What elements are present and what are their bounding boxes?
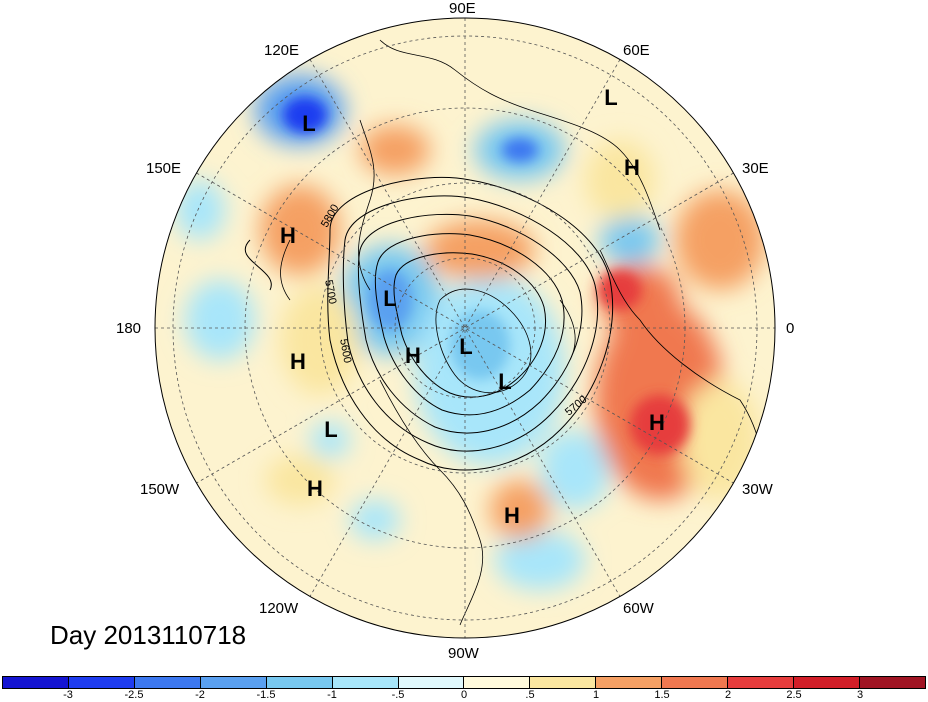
- high-pressure-label: H: [405, 343, 421, 368]
- low-pressure-label: L: [498, 369, 512, 394]
- lon-label-30w: 30W: [742, 481, 773, 498]
- colorbar-tick-label: 3: [856, 689, 864, 701]
- lon-label-120w: 120W: [259, 600, 299, 617]
- colorbar-swatch: [3, 677, 69, 688]
- colorbar-tick-label: .5: [525, 689, 535, 701]
- colorbar-swatch: [200, 677, 267, 688]
- high-pressure-label: H: [649, 410, 665, 435]
- lon-label-90e: 90E: [449, 0, 476, 17]
- map-boundary: [154, 17, 776, 639]
- colorbar-swatch: [266, 677, 333, 688]
- high-pressure-label: H: [290, 349, 306, 374]
- colorbar-swatch: [530, 677, 597, 688]
- polar-anomaly-map: [154, 17, 776, 639]
- colorbar-tick-label: -.5: [391, 689, 405, 701]
- low-pressure-label: L: [604, 85, 618, 110]
- colorbar-swatch: [859, 677, 925, 688]
- low-pressure-label: L: [324, 417, 338, 442]
- high-pressure-label: H: [307, 476, 323, 501]
- lon-label-120e: 120E: [264, 42, 300, 59]
- colorbar-tick-label: -1: [327, 689, 337, 701]
- lon-label-180: 180: [116, 320, 142, 337]
- colorbar-tick-label: 1: [592, 689, 600, 701]
- colorbar-swatch: [662, 677, 729, 688]
- lon-label-150e: 150E: [146, 160, 182, 177]
- colorbar-swatch: [464, 677, 531, 688]
- graticule: [155, 18, 775, 638]
- lon-label-60w: 60W: [623, 600, 654, 617]
- colorbar-swatch: [68, 677, 135, 688]
- lon-label-90w: 90W: [448, 645, 479, 662]
- low-pressure-label: L: [302, 111, 316, 136]
- colorbar-tick-label: 2.5: [786, 689, 802, 701]
- colorbar-tick-label: -2: [195, 689, 205, 701]
- colorbar: [2, 676, 926, 689]
- low-pressure-label: L: [459, 334, 473, 359]
- colorbar-swatch: [134, 677, 201, 688]
- colorbar-tick-label: -1.5: [256, 689, 276, 701]
- colorbar-tick-label: -2.5: [124, 689, 144, 701]
- colorbar-tick-label: 1.5: [654, 689, 670, 701]
- low-pressure-label: L: [383, 286, 397, 311]
- colorbar-swatch: [398, 677, 465, 688]
- lon-label-150w: 150W: [140, 481, 180, 498]
- high-pressure-label: H: [624, 155, 640, 180]
- colorbar-tick-label: 2: [724, 689, 732, 701]
- anomaly-field: [155, 18, 775, 638]
- lon-label-0: 0: [786, 320, 795, 337]
- colorbar-tick-label: 0: [460, 689, 468, 701]
- lon-label-60e: 60E: [623, 42, 650, 59]
- high-pressure-label: H: [504, 503, 520, 528]
- high-pressure-label: H: [280, 223, 296, 248]
- colorbar-tick-label: -3: [63, 689, 73, 701]
- date-label: Day 2013110718: [50, 620, 247, 650]
- colorbar-swatch: [596, 677, 663, 688]
- lon-label-30e: 30E: [742, 160, 769, 177]
- colorbar-swatch: [794, 677, 860, 688]
- height-contours: [244, 177, 613, 471]
- colorbar-swatch: [728, 677, 795, 688]
- colorbar-swatch: [332, 677, 399, 688]
